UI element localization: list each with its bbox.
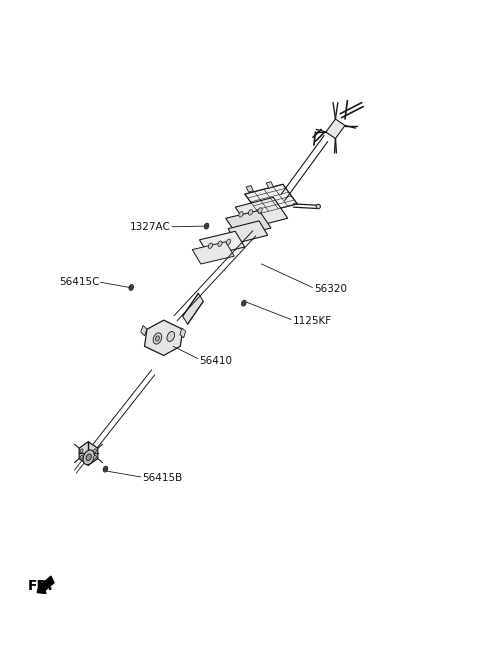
Polygon shape <box>226 211 271 236</box>
Ellipse shape <box>243 302 245 304</box>
Ellipse shape <box>316 204 321 209</box>
Ellipse shape <box>80 455 83 459</box>
Ellipse shape <box>94 449 96 453</box>
Ellipse shape <box>241 300 246 306</box>
Ellipse shape <box>204 223 209 229</box>
Polygon shape <box>245 184 297 214</box>
Ellipse shape <box>218 241 222 247</box>
Polygon shape <box>183 293 204 324</box>
Text: 56415C: 56415C <box>59 277 99 287</box>
Text: 56415B: 56415B <box>142 473 182 483</box>
Polygon shape <box>141 325 147 336</box>
Ellipse shape <box>86 454 91 461</box>
Ellipse shape <box>239 212 243 217</box>
Text: 56320: 56320 <box>314 284 347 294</box>
Ellipse shape <box>83 450 95 464</box>
Text: FR.: FR. <box>28 579 53 593</box>
Ellipse shape <box>153 333 162 344</box>
Polygon shape <box>228 221 268 243</box>
Text: 56410: 56410 <box>199 356 232 365</box>
Ellipse shape <box>156 336 159 341</box>
Polygon shape <box>144 320 183 356</box>
Polygon shape <box>326 119 345 138</box>
Ellipse shape <box>104 468 107 470</box>
Ellipse shape <box>227 239 231 245</box>
Ellipse shape <box>208 243 213 249</box>
Ellipse shape <box>94 455 96 459</box>
Polygon shape <box>180 328 186 338</box>
Polygon shape <box>192 242 234 264</box>
Ellipse shape <box>205 224 208 228</box>
Polygon shape <box>266 182 274 188</box>
Text: 1327AC: 1327AC <box>130 222 171 232</box>
Ellipse shape <box>129 285 133 291</box>
Ellipse shape <box>80 449 83 453</box>
Ellipse shape <box>167 331 175 342</box>
Ellipse shape <box>130 286 132 289</box>
Ellipse shape <box>248 210 252 215</box>
Polygon shape <box>235 197 288 228</box>
FancyArrow shape <box>37 576 54 594</box>
Text: 1125KF: 1125KF <box>292 316 332 327</box>
Polygon shape <box>246 186 253 192</box>
Polygon shape <box>199 232 245 255</box>
Ellipse shape <box>258 208 262 213</box>
Polygon shape <box>79 441 98 465</box>
Ellipse shape <box>103 466 108 472</box>
